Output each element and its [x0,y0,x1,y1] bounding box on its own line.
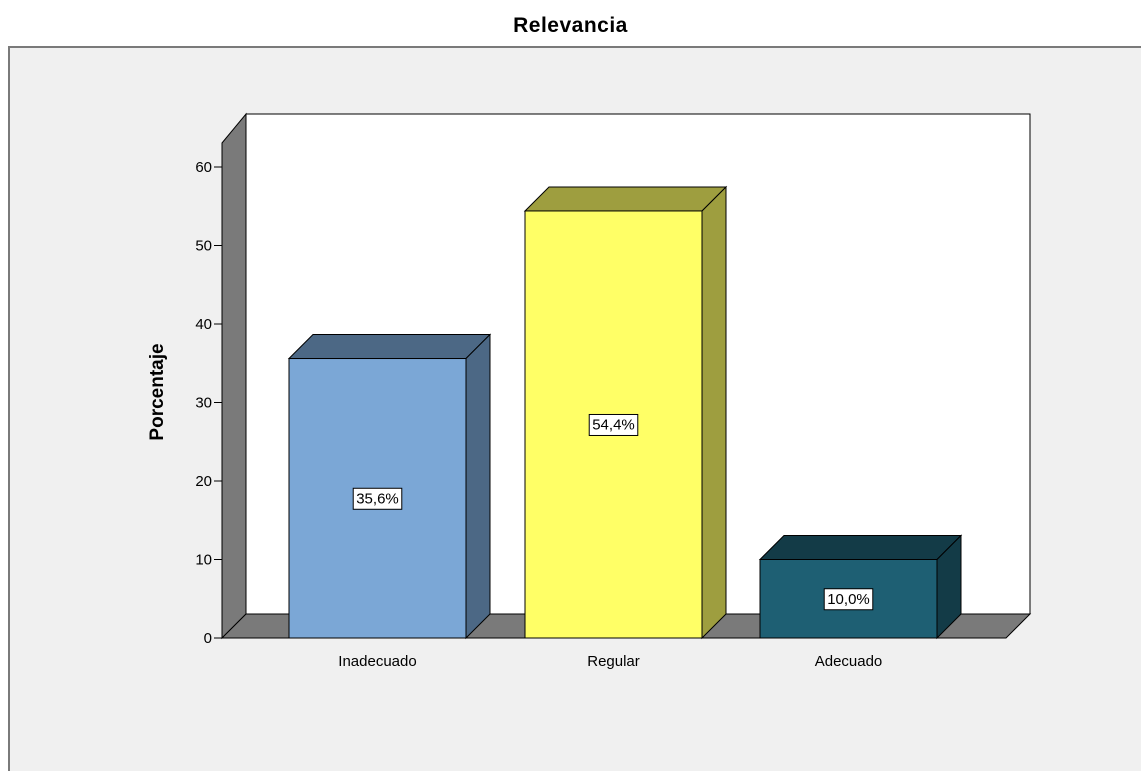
bars: 35,6% 54,4% 10,0% [287,185,963,640]
x-tick-label: Adecuado [815,653,883,670]
data-label: 35,6% [352,487,403,510]
x-tick-label: Regular [587,653,640,670]
bar-side-face [701,185,727,640]
data-label-text: 35,6% [356,490,399,507]
y-tick-label: 30 [195,395,212,412]
bar-top-face [287,334,492,360]
bar-front-face [524,210,703,639]
y-axis: 0 10 20 30 40 50 60 [195,159,223,647]
y-tick-label: 0 [204,630,212,647]
bar-top-face [523,186,728,212]
y-tick-label: 50 [195,238,212,255]
x-tick-label: Inadecuado [338,653,416,670]
y-tick-label: 20 [195,473,212,490]
data-label-box [352,487,403,510]
x-axis-labels: Inadecuado Regular Adecuado [338,653,882,670]
data-label: 54,4% [588,413,639,436]
data-label-box [823,588,874,611]
bar-side-face [465,333,491,640]
data-label-text: 54,4% [592,416,635,433]
y-tick-label: 10 [195,552,212,569]
y-tick-label: 40 [195,316,212,333]
side-wall [221,112,247,640]
y-tick-label: 60 [195,159,212,176]
bar-adecuado: 10,0% [758,534,963,640]
chart-title: Relevancia [513,14,628,37]
data-label-box [588,413,639,436]
data-label: 10,0% [823,588,874,611]
y-axis-title: Porcentaje [147,343,168,440]
bar-inadecuado: 35,6% [287,333,492,640]
data-label-text: 10,0% [827,591,870,608]
bar-regular: 54,4% [523,185,728,640]
bar-top-face [758,535,963,560]
